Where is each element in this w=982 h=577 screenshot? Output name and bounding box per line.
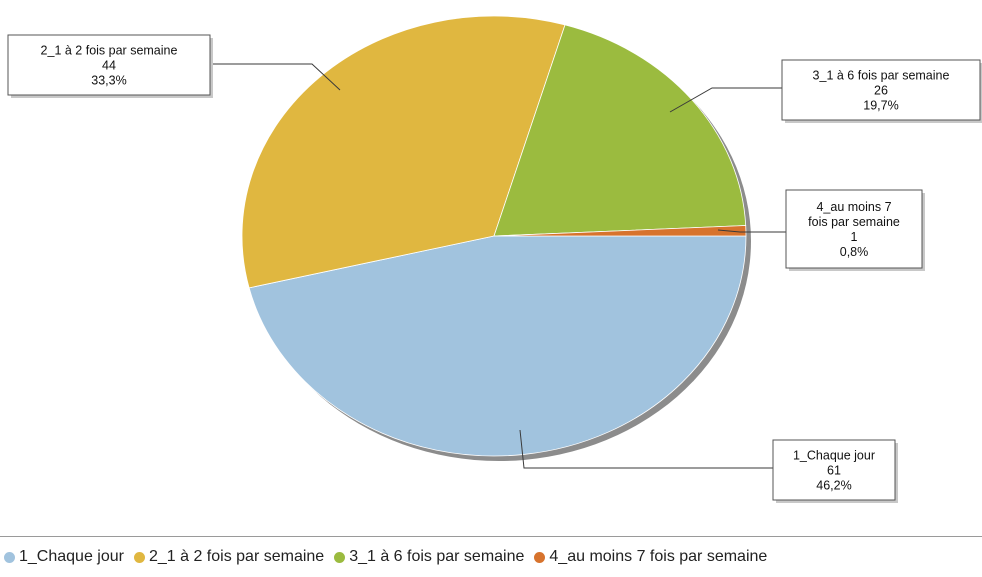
label-text-1-a-6-fois-2: 19,7% — [863, 99, 898, 113]
label-text-chaque-jour-0: 1_Chaque jour — [793, 449, 875, 463]
pie-slice-1-a-6-fois[interactable] — [493, 24, 747, 237]
legend-swatch-chaque-jour — [4, 551, 15, 563]
legend-item-1-a-6-fois[interactable]: 3_1 à 6 fois par semaine — [334, 548, 524, 566]
legend-label-1-a-2-fois: 2_1 à 2 fois par semaine — [148, 548, 325, 565]
leader-line-1-a-6-fois — [669, 87, 782, 113]
label-text-1-a-2-fois-0: 2_1 à 2 fois par semaine — [41, 44, 178, 58]
label-box-7-fois — [785, 189, 923, 269]
label-text-7-fois-1: fois par semaine — [808, 215, 900, 229]
legend-label-chaque-jour: 1_Chaque jour — [19, 548, 124, 565]
legend-label-7-fois: 4_au moins 7 fois par semaine — [549, 548, 768, 565]
pie-slice-7-fois[interactable] — [493, 225, 747, 237]
legend-swatch-1-a-6-fois — [334, 551, 346, 563]
chart-legend: 1_Chaque jour 2_1 à 2 fois par semaine 3… — [0, 536, 982, 577]
label-text-7-fois-2: 1 — [851, 230, 858, 244]
leader-line-1-a-2-fois — [210, 63, 341, 91]
label-text-1-a-2-fois-1: 44 — [102, 59, 116, 73]
label-box-chaque-jour — [772, 439, 896, 501]
legend-label-1-a-6-fois: 3_1 à 6 fois par semaine — [349, 548, 525, 565]
legend-item-7-fois[interactable]: 4_au moins 7 fois par semaine — [534, 548, 767, 566]
label-box-1-a-2-fois — [7, 34, 211, 96]
legend-swatch-7-fois — [534, 551, 546, 563]
label-text-1-a-6-fois-0: 3_1 à 6 fois par semaine — [813, 69, 950, 83]
label-text-7-fois-0: 4_au moins 7 — [816, 200, 891, 214]
legend-item-1-a-2-fois[interactable]: 2_1 à 2 fois par semaine — [133, 548, 325, 566]
label-text-chaque-jour-2: 46,2% — [816, 479, 851, 493]
legend-swatch-1-a-2-fois — [133, 551, 145, 563]
label-text-1-a-2-fois-2: 33,3% — [91, 74, 126, 88]
leader-line-chaque-jour — [519, 429, 773, 469]
pie-slice-1-a-2-fois[interactable] — [241, 15, 566, 289]
pie-slice-chaque-jour[interactable] — [248, 235, 747, 457]
label-text-1-a-6-fois-1: 26 — [874, 84, 888, 98]
label-text-7-fois-3: 0,8% — [840, 245, 869, 259]
leader-line-7-fois — [717, 229, 786, 233]
label-text-chaque-jour-1: 61 — [827, 464, 841, 478]
legend-item-chaque-jour[interactable]: 1_Chaque jour — [4, 548, 124, 566]
label-box-1-a-6-fois — [781, 59, 981, 121]
